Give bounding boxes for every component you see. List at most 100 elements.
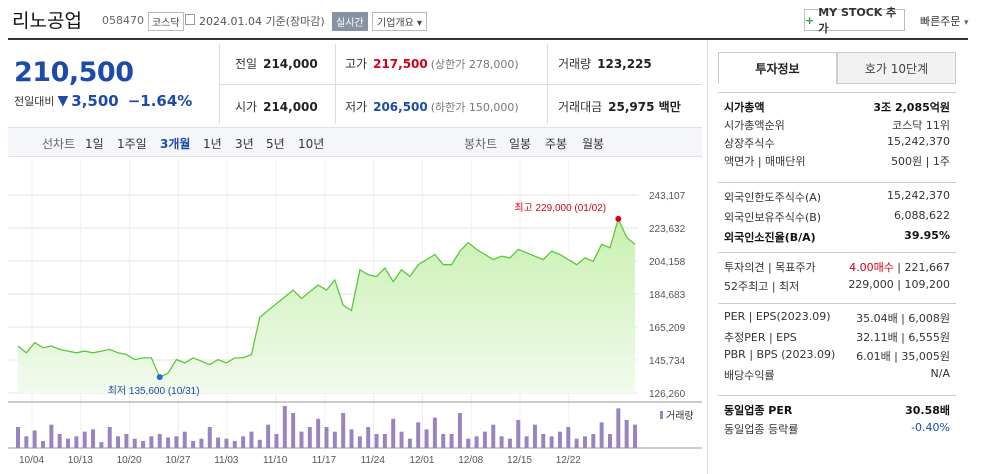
stat-label: 전일	[235, 57, 258, 71]
header-divider	[8, 38, 968, 40]
volume-bar	[557, 431, 562, 448]
volume-bar	[91, 429, 96, 448]
volume-bar	[66, 438, 71, 448]
volume-bar	[616, 408, 621, 448]
info-row-label: 배당수익률	[724, 369, 775, 382]
add-mystock-button[interactable]: + MY STOCK 추가	[804, 6, 905, 35]
volume-bar	[633, 424, 637, 448]
volume-bar	[532, 424, 537, 448]
info-section: PER | EPS(2023.09) 35.04배 | 6,008원 추정PER |…	[718, 303, 956, 389]
candle-weekly[interactable]: 주봉	[545, 137, 568, 151]
volume-bar	[216, 437, 221, 448]
upper-limit: (상한가 278,000)	[430, 58, 519, 71]
volume-bar	[407, 438, 412, 448]
volume-bar	[149, 436, 154, 448]
lower-limit: (하한가 150,000)	[430, 101, 519, 114]
info-row: 외국인보유주식수(B) 6,088,622	[724, 209, 950, 225]
stat-value: 217,500	[373, 57, 428, 71]
volume-bar	[391, 418, 396, 448]
volume-bar	[491, 424, 496, 448]
x-tick-label: 12/22	[556, 455, 581, 466]
info-row-value: 39.95%	[904, 229, 950, 242]
volume-bar	[599, 422, 604, 448]
volume-bar	[349, 429, 354, 448]
y-tick-label: 126,260	[649, 389, 686, 400]
info-row-value: 32.11배 | 6,555원	[856, 331, 950, 344]
volume-bar	[474, 436, 479, 448]
volume-bar	[191, 441, 196, 448]
info-row-value: 30.58배	[905, 404, 950, 417]
price-area	[18, 218, 635, 393]
volume-bar	[107, 427, 112, 448]
stat-label: 시가	[235, 100, 258, 114]
info-row-label: 동일업종 등락률	[724, 423, 799, 436]
info-row: 외국인소진율(B/A) 39.95%	[724, 229, 950, 245]
info-row-label: PER | EPS(2023.09)	[724, 310, 831, 323]
period-1y[interactable]: 1년	[203, 137, 222, 151]
down-triangle-icon: ▼	[57, 93, 69, 109]
info-section: 시가총액 3조 2,085억원 시가총액순위 코스닥 11위 상장주식수 15,242,3…	[718, 92, 956, 174]
info-row: 시가총액순위 코스닥 11위	[724, 117, 950, 133]
candle-daily[interactable]: 일봉	[509, 137, 532, 151]
info-row-label: 52주최고 | 최저	[724, 280, 800, 293]
volume-bar	[241, 436, 246, 448]
low-marker	[156, 374, 163, 381]
stat-value: 214,000	[263, 57, 318, 71]
period-3y[interactable]: 3년	[235, 137, 254, 151]
period-3m[interactable]: 3개월	[160, 137, 191, 151]
quick-order-button[interactable]: 빠른주문 ▾	[920, 13, 969, 29]
volume-bar	[174, 436, 179, 448]
tab-investment-info[interactable]: 투자정보	[718, 52, 837, 84]
realtime-button[interactable]: 실시간	[332, 12, 368, 31]
stat-prev: 전일 214,000	[235, 55, 318, 72]
volume-bar	[141, 441, 146, 448]
volume-bar	[341, 413, 346, 448]
volume-bar	[366, 427, 371, 448]
volume-bar	[516, 420, 521, 448]
period-1d[interactable]: 1일	[85, 137, 104, 151]
change-percent: −1.64%	[127, 92, 193, 110]
x-tick-label: 12/08	[458, 455, 483, 466]
volume-bar	[432, 417, 437, 448]
base-date: 2024.01.04 기준(장마감)	[199, 15, 325, 28]
info-row-label: PBR | BPS (2023.09)	[724, 348, 836, 361]
volume-bar	[266, 424, 271, 448]
x-tick-label: 11/17	[312, 455, 337, 466]
volume-bar	[282, 406, 287, 448]
period-1w[interactable]: 1주일	[117, 137, 147, 151]
volume-bar	[424, 429, 429, 448]
x-tick-label: 11/10	[263, 455, 288, 466]
info-row-label: 추정PER | EPS	[724, 331, 797, 344]
volume-bar	[207, 427, 212, 448]
tab-orderbook[interactable]: 호가 10단계	[837, 52, 956, 84]
info-row: 액면가 | 매매단위 500원 | 1주	[724, 153, 950, 169]
period-5y[interactable]: 5년	[266, 137, 285, 151]
info-row-value: 6.01배 | 35,005원	[856, 350, 950, 363]
info-row-value: 6,088,622	[894, 209, 950, 222]
volume-bar	[324, 427, 329, 448]
volume-bar	[507, 438, 512, 448]
info-row: 동일업종 PER 30.58배	[724, 402, 950, 418]
stock-code: 058470	[102, 14, 144, 27]
company-info-dropdown[interactable]: 기업개요 ▾	[372, 12, 428, 31]
period-selector: 선차트 1일 1주일 3개월 1년 3년 5년 10년 봉차트 일봉 주봉 월봉	[8, 127, 702, 157]
info-row-value: 229,000 | 109,200	[848, 278, 950, 291]
info-row-label: 투자의견 | 목표주가	[724, 261, 816, 274]
period-10y[interactable]: 10년	[298, 137, 325, 151]
candle-monthly[interactable]: 월봉	[582, 137, 605, 151]
volume-bar	[74, 436, 79, 448]
stat-label: 고가	[345, 57, 368, 71]
x-tick-label: 10/13	[68, 455, 93, 466]
info-row: 시가총액 3조 2,085억원	[724, 99, 950, 115]
volume-bar	[449, 434, 454, 448]
volume-bar	[482, 431, 487, 448]
volume-bar	[116, 436, 121, 448]
stat-value: 123,225	[597, 57, 652, 71]
info-row: 배당수익률 N/A	[724, 367, 950, 383]
stat-label: 거래량	[558, 57, 592, 71]
volume-bar	[257, 439, 262, 448]
volume-bar	[566, 427, 571, 448]
volume-bar	[624, 420, 629, 448]
x-tick-label: 11/24	[361, 455, 386, 466]
